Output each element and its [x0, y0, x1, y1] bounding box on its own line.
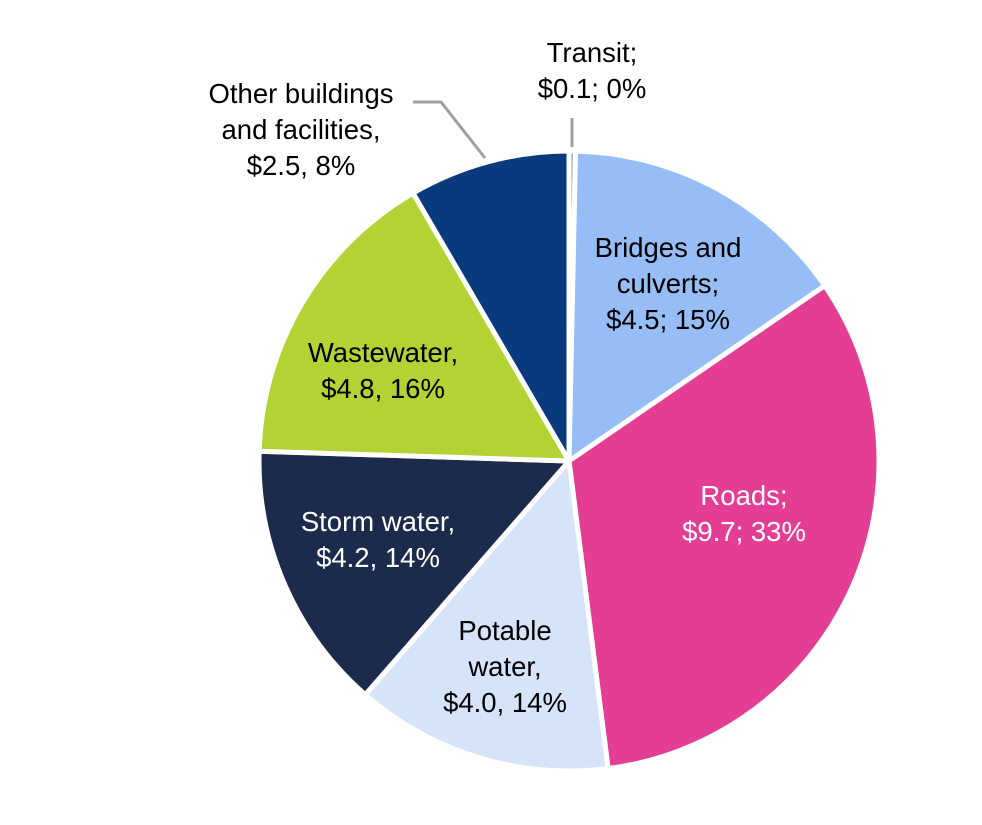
- label-bridges-and-culverts: Bridges and culverts; $4.5; 15%: [595, 232, 742, 335]
- label-line: $9.7; 33%: [682, 516, 806, 547]
- slice-bridges-and-culverts: [566, 148, 828, 464]
- slice-other-buildings-and-facilities: [410, 148, 572, 464]
- pie-slices: [256, 148, 882, 774]
- label-wastewater: Wastewater, $4.8, 16%: [308, 337, 458, 404]
- label-line: $4.0, 14%: [443, 687, 567, 718]
- label-potable-water: Potable water, $4.0, 14%: [443, 615, 567, 718]
- label-line: $4.2, 14%: [316, 542, 440, 573]
- label-transit: Transit; $0.1; 0%: [538, 37, 647, 104]
- label-storm-water: Storm water, $4.2, 14%: [301, 506, 455, 573]
- label-line: Other buildings: [209, 78, 394, 109]
- label-line: $4.8, 16%: [321, 373, 445, 404]
- label-roads: Roads; $9.7; 33%: [682, 480, 806, 547]
- label-line: culverts;: [617, 268, 719, 299]
- label-other-buildings-and-facilities: Other buildings and facilities, $2.5, 8%: [209, 78, 394, 181]
- label-line: $2.5, 8%: [247, 150, 356, 181]
- label-line: $0.1; 0%: [538, 73, 647, 104]
- label-line: $4.5; 15%: [606, 304, 730, 335]
- label-line: Wastewater,: [308, 337, 458, 368]
- leader-lines: [413, 100, 574, 159]
- slice-potable-water: [362, 458, 611, 774]
- slice-storm-water: [256, 448, 572, 698]
- label-line: water,: [467, 651, 541, 682]
- label-line: Transit;: [547, 37, 638, 68]
- label-line: Bridges and: [595, 232, 742, 263]
- label-line: Storm water,: [301, 506, 455, 537]
- slice-wastewater: [256, 190, 572, 464]
- label-line: and facilities,: [222, 114, 381, 145]
- label-line: Roads;: [700, 480, 787, 511]
- label-line: Potable: [458, 615, 551, 646]
- slice-roads: [566, 283, 882, 772]
- slice-labels: Transit; $0.1; 0% Bridges and culverts; $4.5…: [209, 37, 806, 718]
- leader-line-other-buildings-and-facilities: [413, 100, 487, 159]
